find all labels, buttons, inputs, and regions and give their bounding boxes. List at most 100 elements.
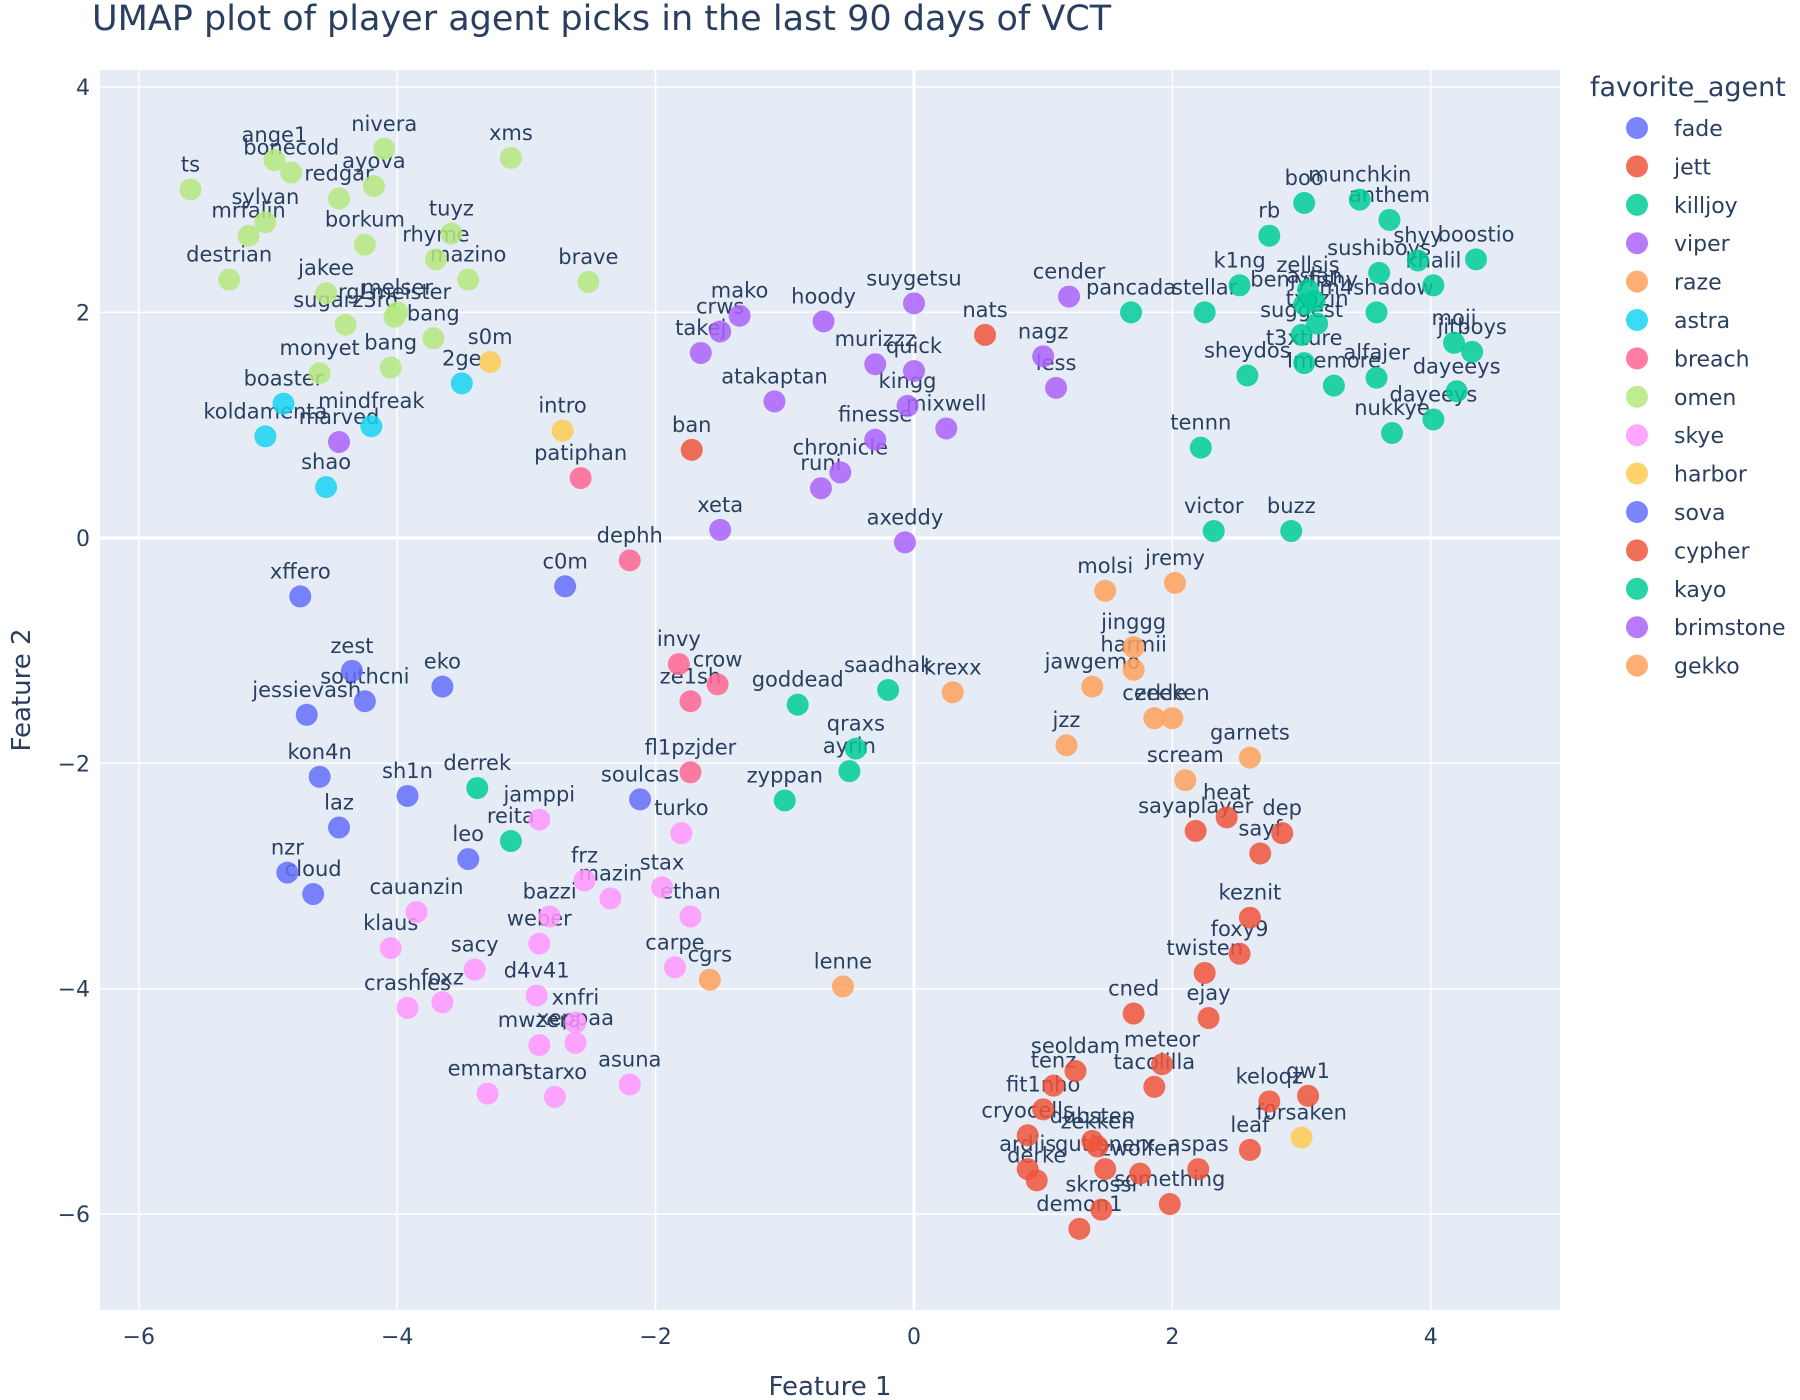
data-point-skye[interactable] — [573, 869, 596, 892]
data-point-omen[interactable] — [383, 305, 406, 328]
data-point-killjoy[interactable] — [786, 693, 809, 716]
data-point-fade[interactable] — [431, 675, 454, 698]
legend-item-label[interactable]: harbor — [1674, 463, 1748, 488]
data-point-skye[interactable] — [525, 984, 548, 1007]
data-point-viper[interactable] — [1058, 285, 1081, 308]
data-point-fade[interactable] — [308, 765, 331, 788]
data-point-kayo[interactable] — [1465, 248, 1488, 271]
data-point-cypher[interactable] — [1025, 1169, 1048, 1192]
data-point-killjoy[interactable] — [499, 830, 522, 853]
data-point-omen[interactable] — [280, 161, 303, 184]
data-point-cypher[interactable] — [1238, 906, 1261, 929]
data-point-skye[interactable] — [379, 937, 402, 960]
data-point-cypher[interactable] — [1068, 1217, 1091, 1240]
data-point-kayo[interactable] — [1202, 520, 1225, 543]
data-point-omen[interactable] — [379, 356, 402, 379]
data-point-kayo[interactable] — [1189, 436, 1212, 459]
legend-marker[interactable] — [1626, 654, 1648, 677]
data-point-cypher[interactable] — [1258, 1090, 1281, 1113]
data-point-fade[interactable] — [289, 585, 312, 608]
data-point-cypher[interactable] — [1016, 1124, 1039, 1147]
legend-marker[interactable] — [1626, 117, 1648, 139]
legend-item-label[interactable]: viper — [1674, 232, 1731, 257]
legend-marker[interactable] — [1626, 424, 1648, 447]
legend-item-label[interactable]: fade — [1674, 117, 1723, 142]
data-point-kayo[interactable] — [1365, 366, 1388, 389]
data-point-kayo[interactable] — [1280, 520, 1303, 543]
data-point-kayo[interactable] — [1406, 249, 1429, 272]
data-point-kayo[interactable] — [1322, 374, 1345, 397]
data-point-omen[interactable] — [499, 146, 522, 169]
legend-marker[interactable] — [1626, 309, 1648, 331]
data-point-cypher[interactable] — [1215, 806, 1238, 829]
data-point-omen[interactable] — [422, 327, 445, 350]
data-point-kayo[interactable] — [1365, 301, 1388, 324]
data-point-killjoy[interactable] — [466, 777, 489, 800]
legend-marker[interactable] — [1626, 193, 1648, 216]
data-point-viper[interactable] — [935, 417, 958, 440]
data-point-skye[interactable] — [528, 808, 551, 831]
data-point-fade[interactable] — [629, 788, 652, 811]
data-point-harbor[interactable] — [551, 419, 574, 442]
data-point-omen[interactable] — [334, 313, 357, 336]
legend-item-label[interactable]: omen — [1674, 386, 1736, 411]
data-point-killjoy[interactable] — [844, 737, 867, 760]
data-point-omen[interactable] — [254, 211, 277, 234]
data-point-omen[interactable] — [218, 268, 241, 291]
data-point-raze[interactable] — [1094, 579, 1117, 602]
data-point-viper[interactable] — [812, 310, 835, 333]
data-point-skye[interactable] — [463, 958, 486, 981]
data-point-breach[interactable] — [569, 467, 592, 490]
data-point-kayo[interactable] — [1293, 192, 1316, 215]
data-point-skye[interactable] — [663, 956, 686, 979]
data-point-cypher[interactable] — [1197, 1007, 1220, 1030]
data-point-viper[interactable] — [1045, 376, 1068, 399]
data-point-cypher[interactable] — [1064, 1060, 1087, 1083]
data-point-cypher[interactable] — [1228, 942, 1251, 965]
data-point-raze[interactable] — [1238, 746, 1261, 769]
data-point-raze[interactable] — [698, 968, 721, 991]
legend-marker[interactable] — [1626, 385, 1648, 408]
data-point-kayo[interactable] — [1368, 261, 1391, 284]
data-point-skye[interactable] — [528, 1034, 551, 1057]
data-point-fade[interactable] — [340, 659, 363, 682]
data-point-skye[interactable] — [599, 887, 622, 910]
data-point-omen[interactable] — [353, 233, 376, 256]
data-point-cypher[interactable] — [1086, 1135, 1109, 1158]
data-point-astra[interactable] — [272, 392, 295, 415]
legend-item-label[interactable]: sova — [1674, 501, 1725, 526]
data-point-omen[interactable] — [308, 362, 331, 385]
data-point-cypher[interactable] — [1094, 1158, 1117, 1181]
data-point-raze[interactable] — [1163, 571, 1186, 594]
data-point-cypher[interactable] — [1032, 1098, 1055, 1121]
data-point-omen[interactable] — [263, 149, 286, 172]
data-point-cypher[interactable] — [1193, 961, 1216, 984]
data-point-viper[interactable] — [763, 390, 786, 413]
legend-item-label[interactable]: skye — [1674, 424, 1724, 449]
data-point-kayo[interactable] — [1348, 188, 1371, 211]
data-point-kayo[interactable] — [1290, 323, 1313, 346]
data-point-skye[interactable] — [679, 905, 702, 928]
data-point-fade[interactable] — [276, 861, 299, 884]
data-point-viper[interactable] — [864, 428, 887, 451]
data-point-jett[interactable] — [680, 438, 703, 461]
data-point-viper[interactable] — [829, 461, 852, 484]
data-point-kayo[interactable] — [1306, 312, 1329, 335]
legend-marker[interactable] — [1626, 347, 1648, 370]
data-point-fade[interactable] — [457, 848, 480, 871]
data-point-viper[interactable] — [902, 292, 925, 315]
data-point-kayo[interactable] — [1228, 274, 1251, 297]
data-point-viper[interactable] — [728, 304, 751, 327]
data-point-omen[interactable] — [179, 178, 202, 201]
data-point-cypher[interactable] — [1238, 1138, 1261, 1161]
data-point-harbor[interactable] — [1290, 1126, 1313, 1149]
data-point-skye[interactable] — [543, 1085, 566, 1108]
data-point-raze[interactable] — [1081, 675, 1104, 698]
data-point-kayo[interactable] — [1381, 421, 1404, 444]
legend-marker[interactable] — [1626, 616, 1648, 639]
data-point-viper[interactable] — [896, 394, 919, 417]
data-point-killjoy[interactable] — [838, 760, 861, 783]
data-point-viper[interactable] — [893, 531, 916, 554]
legend-marker[interactable] — [1626, 501, 1648, 523]
data-point-cypher[interactable] — [1090, 1198, 1113, 1221]
